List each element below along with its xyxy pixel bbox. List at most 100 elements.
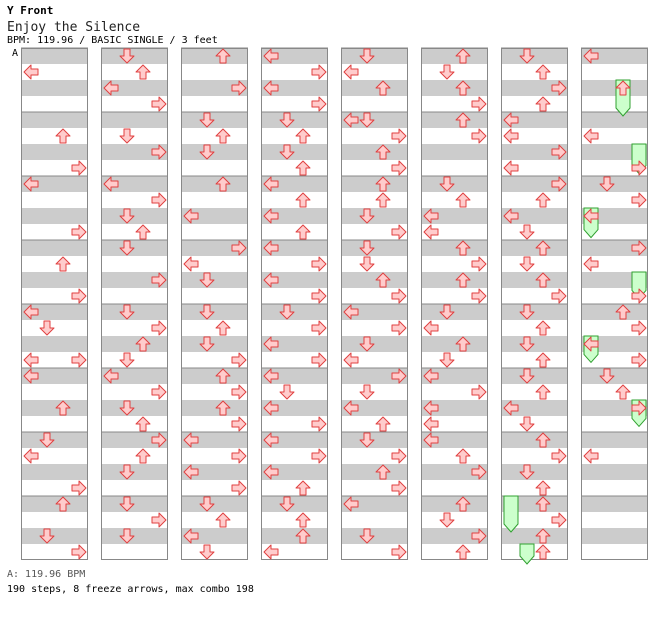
step-arrow-up: [455, 336, 471, 352]
step-arrow-right: [471, 128, 487, 144]
step-arrow-up: [535, 192, 551, 208]
beat-stripe: [181, 240, 248, 256]
beat-stripe: [501, 400, 568, 416]
beat-stripe: [341, 400, 408, 416]
step-arrow-down: [359, 240, 375, 256]
step-arrow-up: [535, 528, 551, 544]
beat-stripe: [501, 144, 568, 160]
step-arrow-right: [71, 352, 87, 368]
step-arrow-down: [119, 128, 135, 144]
step-arrow-right: [311, 64, 327, 80]
beat-stripe: [101, 176, 168, 192]
chart-column-6: [421, 47, 488, 560]
step-arrow-left: [23, 448, 39, 464]
step-arrow-down: [119, 48, 135, 64]
chart-column-3: [181, 47, 248, 560]
step-arrow-left: [343, 352, 359, 368]
step-arrow-up: [55, 496, 71, 512]
step-arrow-left: [23, 368, 39, 384]
step-arrow-up: [295, 512, 311, 528]
beat-stripe: [261, 240, 328, 256]
beat-stripe: [261, 432, 328, 448]
beat-stripe: [101, 144, 168, 160]
beat-stripe: [181, 208, 248, 224]
step-arrow-down: [199, 272, 215, 288]
step-arrow-left: [263, 368, 279, 384]
step-arrow-left: [583, 256, 599, 272]
step-arrow-up: [135, 416, 151, 432]
beat-stripe: [101, 80, 168, 96]
beat-stripe: [21, 336, 88, 352]
step-arrow-left: [263, 272, 279, 288]
step-arrow-up: [55, 128, 71, 144]
beat-stripe: [421, 496, 488, 512]
beat-stripe: [21, 304, 88, 320]
step-arrow-up: [535, 240, 551, 256]
step-arrow-right: [231, 416, 247, 432]
beat-stripe: [341, 464, 408, 480]
step-arrow-down: [199, 304, 215, 320]
step-arrow-down: [199, 144, 215, 160]
step-arrow-down: [519, 464, 535, 480]
step-arrow-right: [391, 128, 407, 144]
step-arrow-down: [439, 304, 455, 320]
step-arrow-left: [263, 48, 279, 64]
beat-stripe: [341, 368, 408, 384]
beat-stripe: [181, 176, 248, 192]
step-arrow-up: [615, 80, 631, 96]
step-arrow-right: [391, 320, 407, 336]
step-arrow-down: [39, 528, 55, 544]
step-arrow-left: [343, 496, 359, 512]
step-arrow-right: [311, 256, 327, 272]
beat-stripe: [101, 432, 168, 448]
step-arrow-down: [119, 352, 135, 368]
step-arrow-up: [535, 96, 551, 112]
freeze-arrow-down: [519, 543, 535, 565]
step-arrow-right: [71, 480, 87, 496]
step-arrow-right: [231, 480, 247, 496]
beat-stripe: [581, 432, 648, 448]
beat-stripe: [181, 368, 248, 384]
step-arrow-left: [423, 432, 439, 448]
step-arrow-down: [359, 48, 375, 64]
step-arrow-left: [23, 352, 39, 368]
step-arrow-right: [311, 448, 327, 464]
beat-stripe: [21, 496, 88, 512]
step-arrow-right: [311, 416, 327, 432]
brand-label: Y Front: [7, 4, 54, 17]
step-arrow-up: [535, 544, 551, 560]
step-arrow-right: [311, 96, 327, 112]
step-arrow-left: [503, 400, 519, 416]
step-arrow-left: [183, 208, 199, 224]
step-arrow-up: [535, 320, 551, 336]
beat-stripe: [181, 464, 248, 480]
step-arrow-right: [551, 80, 567, 96]
step-arrow-left: [23, 304, 39, 320]
beat-stripe: [341, 144, 408, 160]
step-arrow-down: [279, 144, 295, 160]
beat-stripe: [21, 240, 88, 256]
chart-stats: 190 steps, 8 freeze arrows, max combo 19…: [7, 584, 254, 595]
beat-stripe: [501, 240, 568, 256]
step-arrow-down: [359, 432, 375, 448]
step-arrow-right: [311, 320, 327, 336]
beat-stripe: [421, 528, 488, 544]
beat-stripe: [421, 240, 488, 256]
step-arrow-left: [263, 464, 279, 480]
step-arrow-down: [39, 320, 55, 336]
step-arrow-down: [519, 256, 535, 272]
beat-stripe: [421, 400, 488, 416]
column-border: [101, 48, 168, 560]
step-arrow-right: [151, 320, 167, 336]
step-arrow-right: [551, 512, 567, 528]
beat-stripe: [421, 336, 488, 352]
step-arrow-right: [71, 160, 87, 176]
step-arrow-right: [471, 464, 487, 480]
step-arrow-right: [391, 448, 407, 464]
step-arrow-down: [439, 64, 455, 80]
step-arrow-down: [279, 112, 295, 128]
column-border: [181, 48, 248, 560]
beat-stripe: [261, 48, 328, 64]
step-arrow-up: [215, 176, 231, 192]
